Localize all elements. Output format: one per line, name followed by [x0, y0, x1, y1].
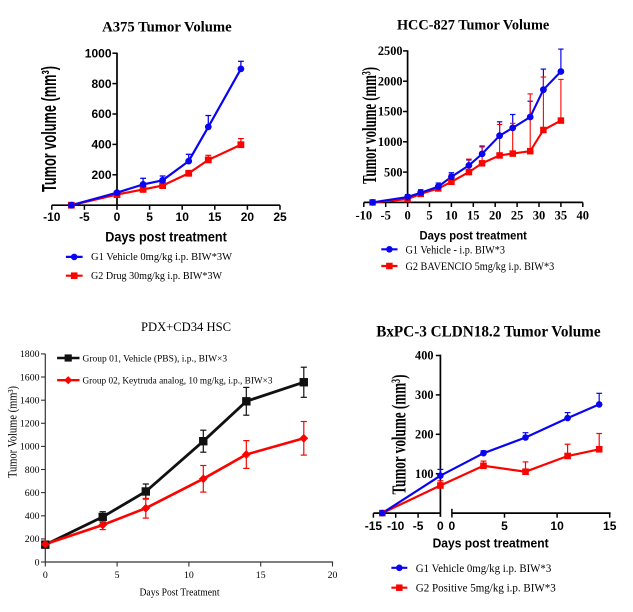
svg-text:15: 15	[603, 519, 617, 533]
svg-text:20: 20	[489, 209, 502, 223]
svg-text:-10: -10	[43, 210, 61, 224]
svg-text:G1 Vehicle 0mg/kg i.p. BIW*3W: G1 Vehicle 0mg/kg i.p. BIW*3W	[91, 251, 233, 263]
svg-text:300: 300	[415, 388, 433, 402]
svg-text:0: 0	[114, 210, 121, 224]
svg-text:1000: 1000	[85, 46, 112, 60]
svg-text:0: 0	[449, 519, 456, 533]
svg-text:200: 200	[25, 534, 40, 545]
svg-text:Tumor Volume (mm³): Tumor Volume (mm³)	[6, 386, 20, 478]
svg-text:20: 20	[241, 210, 255, 224]
svg-text:10: 10	[184, 570, 194, 581]
svg-text:5: 5	[115, 570, 120, 581]
svg-text:5: 5	[426, 209, 432, 223]
svg-text:PDX+CD34 HSC: PDX+CD34 HSC	[141, 320, 231, 334]
svg-text:15: 15	[467, 209, 480, 223]
svg-text:100: 100	[415, 467, 433, 481]
svg-text:HCC-827 Tumor Volume: HCC-827 Tumor Volume	[397, 18, 550, 34]
svg-text:20: 20	[328, 570, 338, 581]
svg-text:1400: 1400	[20, 396, 40, 407]
svg-text:Days post treatment: Days post treatment	[420, 229, 527, 243]
svg-text:2500: 2500	[378, 44, 403, 58]
svg-text:0: 0	[43, 570, 48, 581]
svg-text:1800: 1800	[20, 349, 40, 360]
svg-text:Tumor volume (mm³): Tumor volume (mm³)	[358, 67, 380, 184]
svg-text:40: 40	[577, 209, 590, 223]
svg-text:1500: 1500	[378, 105, 403, 119]
svg-text:-10: -10	[355, 209, 372, 223]
svg-text:Group 02, Keytruda analog, 10: Group 02, Keytruda analog, 10 mg/kg, i.p…	[83, 376, 273, 387]
svg-text:200: 200	[91, 168, 111, 182]
svg-text:-5: -5	[380, 209, 390, 223]
svg-text:600: 600	[91, 107, 111, 121]
svg-text:1000: 1000	[378, 135, 403, 149]
svg-text:G2 Positive 5mg/kg i.p. BIW*3: G2 Positive 5mg/kg i.p. BIW*3	[416, 583, 556, 595]
svg-text:25: 25	[273, 210, 287, 224]
svg-text:-15: -15	[365, 519, 383, 533]
svg-text:G2 Drug 30mg/kg i.p. BIW*3W: G2 Drug 30mg/kg i.p. BIW*3W	[91, 270, 223, 282]
svg-text:A375 Tumor Volume: A375 Tumor Volume	[102, 20, 232, 36]
svg-text:BxPC-3 CLDN18.2 Tumor Volume: BxPC-3 CLDN18.2 Tumor Volume	[376, 324, 601, 341]
svg-text:1000: 1000	[20, 442, 40, 453]
svg-text:Tumor volume (mm³): Tumor volume (mm³)	[388, 375, 410, 495]
svg-text:400: 400	[91, 138, 111, 152]
svg-text:0: 0	[404, 209, 410, 223]
svg-text:Tumor volume (mm³): Tumor volume (mm³)	[37, 66, 61, 192]
svg-text:15: 15	[256, 570, 266, 581]
svg-text:800: 800	[25, 465, 40, 476]
svg-text:35: 35	[555, 209, 568, 223]
svg-text:0: 0	[35, 557, 40, 568]
svg-text:Days post treatment: Days post treatment	[433, 535, 550, 550]
svg-text:-5: -5	[79, 210, 90, 224]
svg-text:1200: 1200	[20, 419, 40, 430]
svg-text:Days Post Treatment: Days Post Treatment	[140, 587, 220, 598]
svg-text:-5: -5	[413, 519, 424, 533]
svg-text:500: 500	[384, 165, 402, 179]
svg-text:15: 15	[208, 210, 222, 224]
svg-text:25: 25	[511, 209, 524, 223]
svg-text:5: 5	[146, 210, 153, 224]
svg-text:-10: -10	[387, 519, 405, 533]
svg-text:10: 10	[176, 210, 190, 224]
svg-text:0: 0	[437, 519, 444, 533]
svg-text:Days post treatment: Days post treatment	[105, 229, 227, 245]
svg-text:200: 200	[415, 428, 433, 442]
svg-text:400: 400	[25, 511, 40, 522]
svg-text:G1 Vehicle 0mg/kg i.p. BIW*3: G1 Vehicle 0mg/kg i.p. BIW*3	[416, 563, 552, 575]
svg-text:5: 5	[501, 519, 508, 533]
svg-text:1600: 1600	[20, 372, 40, 383]
svg-text:Group 01, Vehicle (PBS), i.p.,: Group 01, Vehicle (PBS), i.p., BIW×3	[83, 354, 228, 365]
svg-text:G2 BAVENCIO 5mg/kg i.p. BIW*3: G2 BAVENCIO 5mg/kg i.p. BIW*3	[406, 261, 555, 273]
svg-text:10: 10	[550, 519, 564, 533]
svg-text:30: 30	[533, 209, 546, 223]
svg-text:400: 400	[415, 349, 433, 363]
svg-text:800: 800	[91, 77, 111, 91]
svg-text:600: 600	[25, 488, 40, 499]
svg-text:2000: 2000	[378, 74, 403, 88]
svg-text:G1 Vehicle - i.p. BIW*3: G1 Vehicle - i.p. BIW*3	[406, 245, 506, 257]
svg-text:10: 10	[445, 209, 458, 223]
